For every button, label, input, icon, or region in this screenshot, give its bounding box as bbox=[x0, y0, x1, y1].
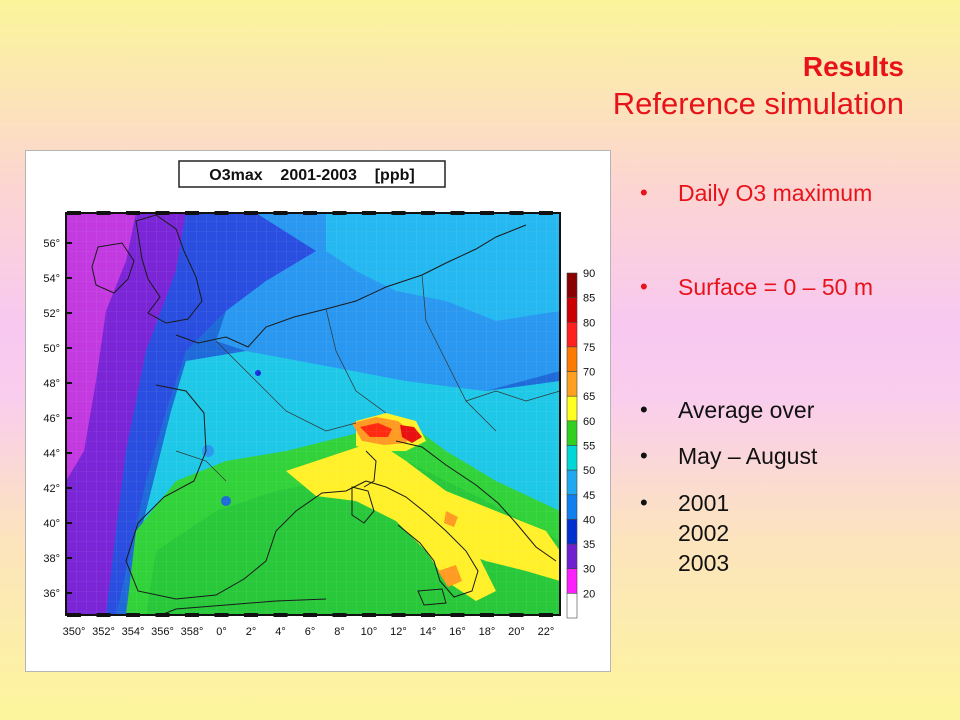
colorbar-label: 20 bbox=[583, 588, 595, 600]
lat-label: 48° bbox=[43, 378, 60, 390]
title-sub: Reference simulation bbox=[612, 86, 904, 121]
ozone-map-figure: O3max 2001-2003 [ppb] bbox=[25, 150, 611, 672]
lon-label: 350° bbox=[63, 626, 86, 638]
colorbar-label: 65 bbox=[583, 391, 595, 403]
lon-label: 14° bbox=[420, 626, 437, 638]
lon-labels: 350° 352° 354° 356° 358° 0° 2° 4° 6° 8° 10° 12° 14° 1… bbox=[63, 211, 555, 638]
bullet-years: 2001 2002 2003 bbox=[640, 488, 730, 578]
colorbar-swatch bbox=[566, 395, 578, 422]
colorbar-swatch bbox=[566, 346, 578, 372]
colorbar-swatch bbox=[566, 297, 578, 323]
bullet-months: May – August bbox=[640, 441, 817, 471]
lon-label: 6° bbox=[305, 626, 316, 638]
bullet-average-over: Average over bbox=[640, 395, 814, 425]
lon-label: 20° bbox=[508, 626, 525, 638]
colorbar: 90 85 80 75 70 65 60 55 50 45 40 35 30 20 bbox=[566, 268, 595, 619]
colorbar-swatch bbox=[566, 420, 578, 446]
bullet-surface: Surface = 0 – 50 m bbox=[640, 272, 873, 302]
lat-labels: 56° 54° 52° 50° 48° 46° 44° 42° 40° 38° 36° bbox=[43, 238, 72, 600]
title-main: Results bbox=[802, 51, 904, 82]
lat-label: 36° bbox=[43, 588, 60, 600]
year-2002: 2002 bbox=[678, 520, 730, 546]
colorbar-swatch bbox=[566, 445, 578, 471]
colorbar-label: 50 bbox=[583, 465, 595, 477]
lon-label: 0° bbox=[216, 626, 227, 638]
colorbar-label: 60 bbox=[583, 416, 595, 428]
lat-label: 50° bbox=[43, 343, 60, 355]
lon-label: 8° bbox=[334, 626, 345, 638]
colorbar-swatch bbox=[566, 272, 578, 298]
year-2003: 2003 bbox=[678, 550, 730, 576]
lat-label: 54° bbox=[43, 273, 60, 285]
lat-label: 44° bbox=[43, 448, 60, 460]
colorbar-swatch bbox=[566, 469, 578, 496]
map-header-box bbox=[178, 160, 446, 188]
lon-label: 18° bbox=[479, 626, 496, 638]
lat-label: 52° bbox=[43, 308, 60, 320]
slide-title: Results Reference simulation bbox=[613, 50, 904, 124]
lon-label: 352° bbox=[92, 626, 115, 638]
colorbar-swatch bbox=[566, 593, 578, 619]
lat-label: 42° bbox=[43, 483, 60, 495]
lat-label: 56° bbox=[43, 238, 60, 250]
colorbar-label: 35 bbox=[583, 539, 595, 551]
lat-label: 40° bbox=[43, 518, 60, 530]
colorbar-swatch bbox=[566, 494, 578, 520]
colorbar-swatch bbox=[566, 568, 578, 594]
lon-label: 16° bbox=[449, 626, 466, 638]
colorbar-label: 80 bbox=[583, 317, 595, 329]
lon-label: 22° bbox=[538, 626, 555, 638]
lon-label: 354° bbox=[122, 626, 145, 638]
bullet-daily-o3: Daily O3 maximum bbox=[640, 178, 872, 208]
lon-label: 358° bbox=[181, 626, 204, 638]
lat-label: 46° bbox=[43, 413, 60, 425]
colorbar-label: 30 bbox=[583, 564, 595, 576]
map-header: O3max 2001-2003 [ppb] bbox=[209, 167, 414, 184]
lon-label: 4° bbox=[275, 626, 286, 638]
colorbar-swatch bbox=[566, 519, 578, 545]
colorbar-swatch bbox=[566, 371, 578, 397]
ozone-field bbox=[66, 213, 560, 615]
colorbar-label: 85 bbox=[583, 293, 595, 305]
colorbar-swatch bbox=[566, 543, 578, 570]
colorbar-label: 75 bbox=[583, 342, 595, 354]
colorbar-label: 45 bbox=[583, 490, 595, 502]
colorbar-label: 55 bbox=[583, 441, 595, 453]
colorbar-label: 70 bbox=[583, 367, 595, 379]
ozone-map: O3max 2001-2003 [ppb] bbox=[43, 160, 595, 638]
lon-label: 12° bbox=[390, 626, 407, 638]
colorbar-swatch bbox=[566, 321, 578, 348]
lon-label: 10° bbox=[361, 626, 378, 638]
year-2001: 2001 bbox=[678, 490, 730, 516]
colorbar-label: 40 bbox=[583, 514, 595, 526]
colorbar-label: 90 bbox=[583, 268, 595, 280]
lat-label: 38° bbox=[43, 553, 60, 565]
lon-label: 2° bbox=[246, 626, 257, 638]
lon-label: 356° bbox=[151, 626, 174, 638]
